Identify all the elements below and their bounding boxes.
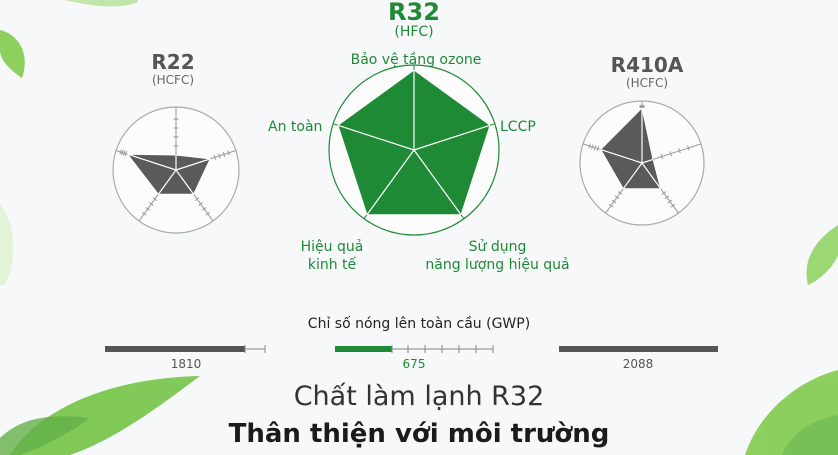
radar-tick <box>198 202 204 206</box>
r32-label: R32 (HFC) <box>369 0 459 40</box>
radar-spoke-inner <box>175 158 211 171</box>
radar-spoke-inner <box>641 158 654 164</box>
gwp-title: Chỉ số nóng lên toàn cầu (GWP) <box>307 316 531 332</box>
radar-spoke-inner <box>366 149 415 216</box>
r410a-label: R410A (HCFC) <box>597 54 697 90</box>
leaf-decoration-top-left <box>0 30 25 78</box>
radar-tick <box>661 191 667 195</box>
radar-tick <box>194 197 200 201</box>
axis-label-lccp: LCCP <box>500 119 536 135</box>
gwp-value-r22: 1810 <box>170 357 202 371</box>
r22-name: R22 <box>151 50 195 74</box>
radar-tick <box>213 154 217 160</box>
radar-spoke-outer <box>363 214 368 220</box>
radar-tick <box>664 195 670 200</box>
leaf-decoration-bottom-right <box>745 370 838 455</box>
radar-tick <box>122 150 126 156</box>
radar-spoke-inner <box>600 148 643 164</box>
radar-tick <box>591 144 594 150</box>
gwp-bar-r32 <box>335 345 494 353</box>
axis-label-energy: Sử dụng năng lượng hiệu quả <box>410 238 585 274</box>
radar-spoke-inner <box>622 162 643 190</box>
gwp-value-r410a: 2088 <box>622 357 654 371</box>
radar-spoke-outer <box>652 143 702 160</box>
radar-tick <box>119 149 122 155</box>
leaf-decoration-bottom-left <box>0 376 200 455</box>
leaf-decoration-left-blur <box>0 205 14 285</box>
gwp-value-r32: 675 <box>402 357 426 371</box>
r22-label: R22 (HCFC) <box>128 51 218 87</box>
radar-spoke-inner <box>337 124 415 151</box>
radar-tick <box>121 150 124 156</box>
radar-spoke-inner <box>641 162 662 190</box>
axis-label-economic-line1: Hiệu quả <box>300 239 364 255</box>
radar-tick <box>588 143 591 149</box>
radar-tick <box>152 197 158 201</box>
radar-tick <box>201 206 207 211</box>
axis-label-energy-line1: Sử dụng <box>468 239 527 255</box>
leaf-decoration-top-center <box>65 0 138 7</box>
radar-spoke-inner <box>157 169 177 195</box>
radar-spoke-outer <box>460 214 465 220</box>
radar-tick <box>667 199 673 204</box>
radar-tick <box>145 206 151 211</box>
radar-spoke-outer <box>333 123 339 126</box>
radar-tick <box>617 191 623 195</box>
axis-label-safety: An toàn <box>268 119 323 135</box>
radar-tick <box>593 145 597 151</box>
axis-label-economic: Hiệu quả kinh tế <box>297 238 367 274</box>
r410a-type: (HCFC) <box>625 76 669 90</box>
radar-spoke-inner <box>127 153 177 171</box>
gwp-bar-r410a <box>559 346 718 352</box>
radar-spoke-inner <box>413 149 462 216</box>
axis-label-energy-line2: năng lượng hiệu quả <box>425 257 570 273</box>
radar-spoke-outer <box>193 193 214 222</box>
radar-tick <box>608 203 614 208</box>
leaf-decoration-right <box>806 225 838 285</box>
radar-spoke-outer <box>138 193 159 222</box>
axis-label-ozone: Bảo vệ tầng ozone <box>350 52 482 68</box>
footer-subtitle: Chất làm lạnh R32 <box>293 381 545 412</box>
footer-title: Thân thiện với môi trường <box>228 419 610 449</box>
radar-tick <box>141 211 147 216</box>
r410a-name: R410A <box>610 53 684 77</box>
radar-tick <box>148 202 154 206</box>
radar-tick <box>205 211 211 216</box>
radar-tick <box>596 146 600 152</box>
radar-value-polygon <box>126 153 211 195</box>
radar-tick <box>669 151 672 157</box>
radar-spoke-inner <box>413 124 491 151</box>
radar-tick <box>611 199 617 204</box>
radar-tick <box>678 148 681 154</box>
radar-spoke-outer <box>489 123 495 126</box>
radar-spoke-inner <box>175 169 195 195</box>
radar-tick <box>687 145 690 151</box>
gwp-bar-r22 <box>105 345 266 353</box>
r32-type: (HFC) <box>394 24 434 40</box>
radar-tick <box>614 195 620 200</box>
radar-tick <box>660 154 664 160</box>
r32-name: R32 <box>388 0 440 26</box>
r22-type: (HCFC) <box>151 73 195 87</box>
radar-tick <box>227 150 230 156</box>
radar-tick <box>218 153 221 159</box>
radar-tick <box>124 151 128 157</box>
radar-tick <box>670 203 676 208</box>
axis-label-economic-line2: kinh tế <box>307 257 357 273</box>
radar-tick <box>222 151 226 157</box>
